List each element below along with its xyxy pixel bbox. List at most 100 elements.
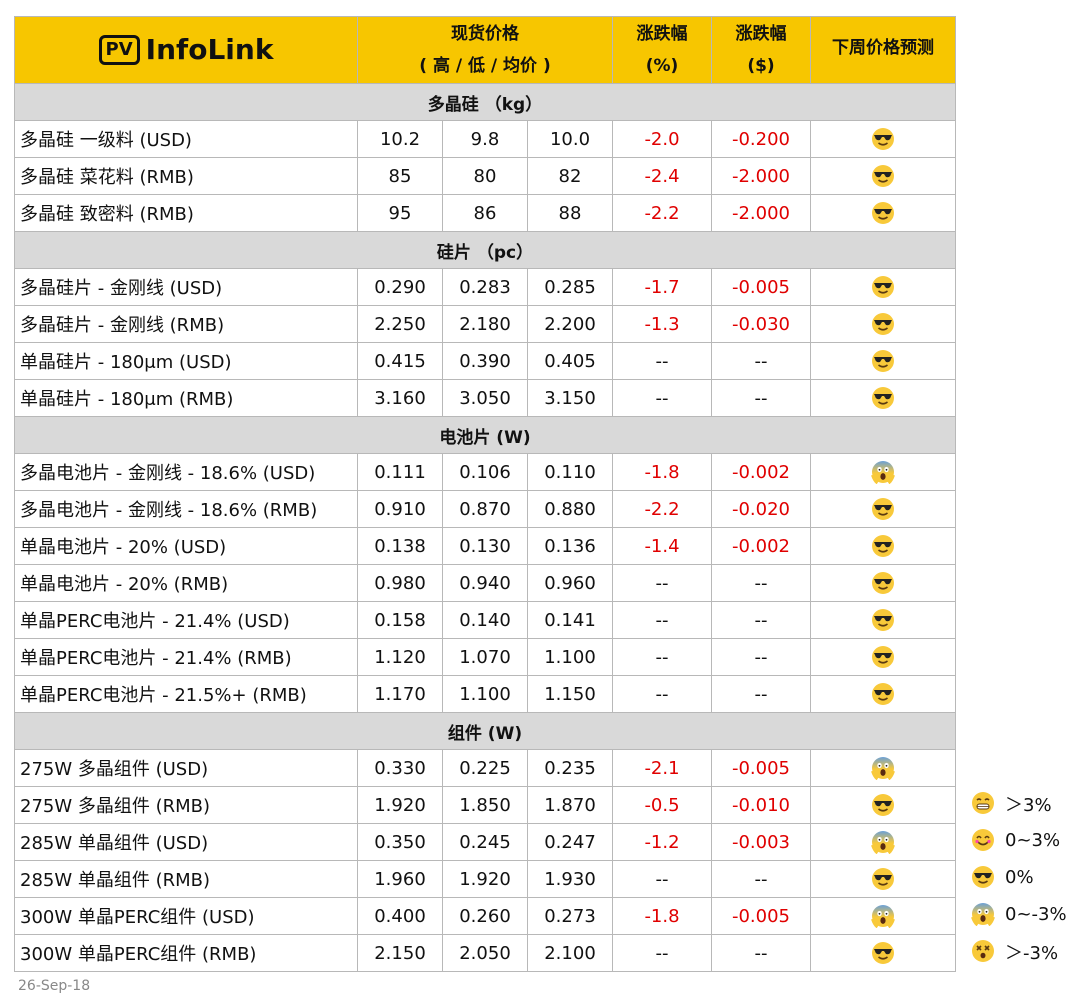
price-low: 0.130 xyxy=(442,527,528,565)
pct-title: 涨跌幅 xyxy=(636,24,688,44)
forecast-title: 下周价格预测 xyxy=(832,38,934,58)
section-row: 电池片 (W) xyxy=(14,416,956,454)
price-low: 1.920 xyxy=(442,860,528,898)
forecast xyxy=(810,749,956,787)
forecast xyxy=(810,120,956,158)
legend-item: 0~-3% xyxy=(965,896,1075,933)
price-low: 0.245 xyxy=(442,823,528,861)
price-avg: 0.235 xyxy=(527,749,613,787)
price-avg: 0.247 xyxy=(527,823,613,861)
price-high: 0.111 xyxy=(357,453,443,491)
data-row: 300W 单晶PERC组件 (USD) 0.400 0.260 0.273 -1.8 -0… xyxy=(14,897,956,935)
price-title: 现货价格 xyxy=(451,24,519,44)
change-pct: -1.4 xyxy=(612,527,712,565)
item-name: 275W 多晶组件 (USD) xyxy=(14,749,358,787)
logo-badge: PV xyxy=(98,35,140,65)
face-icon xyxy=(871,905,895,928)
section-title: 多晶硅 （kg） xyxy=(14,83,956,121)
face-icon xyxy=(872,683,894,705)
data-row: 单晶硅片 - 180μm (RMB) 3.160 3.050 3.150 -- -- xyxy=(14,379,956,417)
pct-header: 涨跌幅 (%) xyxy=(612,16,712,84)
price-high: 0.980 xyxy=(357,564,443,602)
change-pct: -2.4 xyxy=(612,157,712,195)
face-icon xyxy=(972,866,994,888)
change-abs: -0.002 xyxy=(711,527,811,565)
face-icon xyxy=(872,942,894,964)
data-row: 单晶电池片 - 20% (USD) 0.138 0.130 0.136 -1.4 -0.0… xyxy=(14,527,956,565)
price-high: 0.158 xyxy=(357,601,443,639)
forecast xyxy=(810,860,956,898)
price-avg: 3.150 xyxy=(527,379,613,417)
price-low: 9.8 xyxy=(442,120,528,158)
face-icon xyxy=(872,498,894,520)
change-abs: -- xyxy=(711,379,811,417)
pct-unit: (%) xyxy=(645,56,679,76)
data-row: 多晶硅 一级料 (USD) 10.2 9.8 10.0 -2.0 -0.200 xyxy=(14,120,956,158)
change-pct: -2.0 xyxy=(612,120,712,158)
data-row: 275W 多晶组件 (USD) 0.330 0.225 0.235 -2.1 -0.005 xyxy=(14,749,956,787)
change-pct: -1.2 xyxy=(612,823,712,861)
face-icon xyxy=(872,387,894,409)
item-name: 285W 单晶组件 (USD) xyxy=(14,823,358,861)
legend-label: ＞-3% xyxy=(1005,942,1059,964)
face-icon xyxy=(872,646,894,668)
forecast xyxy=(810,564,956,602)
price-avg: 0.405 xyxy=(527,342,613,380)
section-title: 硅片 （pc） xyxy=(14,231,956,269)
price-avg: 2.200 xyxy=(527,305,613,343)
change-abs: -2.000 xyxy=(711,194,811,232)
data-row: 285W 单晶组件 (RMB) 1.960 1.920 1.930 -- -- xyxy=(14,860,956,898)
face-icon xyxy=(871,757,895,780)
abs-unit: ($) xyxy=(747,56,775,76)
legend-label: 0~3% xyxy=(1005,830,1061,851)
price-high: 1.120 xyxy=(357,638,443,676)
price-low: 1.070 xyxy=(442,638,528,676)
forecast xyxy=(810,527,956,565)
data-row: 多晶电池片 - 金刚线 - 18.6% (RMB) 0.910 0.870 0.880… xyxy=(14,490,956,528)
legend-item: ＞3% xyxy=(965,785,1075,822)
price-avg: 10.0 xyxy=(527,120,613,158)
price-high: 0.330 xyxy=(357,749,443,787)
legend-item: ＞-3% xyxy=(965,933,1075,970)
price-sub: ( 高 / 低 / 均价 ) xyxy=(419,56,551,76)
face-icon xyxy=(871,831,895,854)
item-name: 多晶电池片 - 金刚线 - 18.6% (USD) xyxy=(14,453,358,491)
legend-label: 0~-3% xyxy=(1005,904,1067,925)
face-icon xyxy=(872,868,894,890)
price-high: 0.910 xyxy=(357,490,443,528)
item-name: 单晶电池片 - 20% (USD) xyxy=(14,527,358,565)
change-abs: -- xyxy=(711,638,811,676)
header-row: PV InfoLink 现货价格 ( 高 / 低 / 均价 ) 涨跌幅 (%) 涨跌幅… xyxy=(14,16,956,84)
price-high: 95 xyxy=(357,194,443,232)
face-icon xyxy=(972,829,994,851)
price-low: 0.140 xyxy=(442,601,528,639)
change-pct: -2.2 xyxy=(612,490,712,528)
change-pct: -- xyxy=(612,934,712,972)
price-high: 85 xyxy=(357,157,443,195)
price-avg: 0.141 xyxy=(527,601,613,639)
abs-header: 涨跌幅 ($) xyxy=(711,16,811,84)
price-low: 3.050 xyxy=(442,379,528,417)
item-name: 单晶硅片 - 180μm (RMB) xyxy=(14,379,358,417)
forecast xyxy=(810,268,956,306)
item-name: 单晶电池片 - 20% (RMB) xyxy=(14,564,358,602)
forecast xyxy=(810,379,956,417)
price-avg: 0.110 xyxy=(527,453,613,491)
item-name: 300W 单晶PERC组件 (RMB) xyxy=(14,934,358,972)
forecast xyxy=(810,823,956,861)
forecast xyxy=(810,194,956,232)
face-icon xyxy=(972,940,994,962)
price-high: 0.290 xyxy=(357,268,443,306)
change-pct: -- xyxy=(612,601,712,639)
table-body: PV InfoLink 现货价格 ( 高 / 低 / 均价 ) 涨跌幅 (%) 涨跌幅… xyxy=(14,16,956,972)
price-high: 2.250 xyxy=(357,305,443,343)
price-avg: 1.150 xyxy=(527,675,613,713)
face-icon xyxy=(872,313,894,335)
change-abs: -- xyxy=(711,860,811,898)
section-row: 组件 (W) xyxy=(14,712,956,750)
price-high: 3.160 xyxy=(357,379,443,417)
face-icon xyxy=(872,350,894,372)
face-icon xyxy=(872,276,894,298)
section-title: 电池片 (W) xyxy=(14,416,956,454)
face-icon xyxy=(872,165,894,187)
